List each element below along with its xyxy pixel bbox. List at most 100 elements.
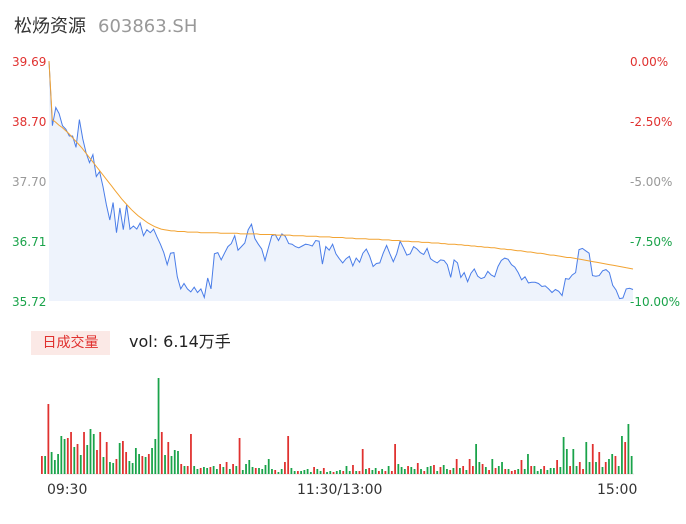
volume-bar (575, 466, 578, 474)
volume-bar (400, 467, 403, 474)
volume-bar (60, 436, 63, 474)
volume-bar (212, 466, 215, 474)
volume-bar (517, 469, 520, 474)
volume-bar (459, 468, 461, 474)
volume-bar (387, 466, 390, 474)
volume-bar (588, 462, 591, 474)
volume-bar (183, 466, 186, 474)
volume-bar (193, 466, 196, 474)
volume-bar (300, 471, 303, 474)
volume-bar (180, 464, 183, 474)
volume-bar (429, 466, 432, 474)
volume-bar (507, 469, 510, 474)
volume-bar (322, 468, 325, 474)
volume-bar (455, 459, 458, 474)
volume-bar (510, 471, 513, 474)
volume-bar (235, 466, 238, 474)
volume-bar (222, 467, 225, 474)
volume-bar (378, 471, 380, 474)
volume-bar (147, 454, 150, 474)
volume-bar (326, 472, 328, 474)
volume-bar (248, 460, 251, 474)
volume-bar (614, 456, 617, 474)
volume-bar (287, 436, 290, 474)
volume-bar (565, 449, 568, 474)
volume-bar (397, 464, 400, 474)
y-tick-left-4: 35.72 (12, 295, 46, 309)
volume-bar (345, 466, 348, 474)
volume-bar (410, 467, 413, 474)
volume-bar (50, 452, 53, 474)
volume-bar (403, 469, 406, 474)
volume-bar (306, 469, 309, 474)
volume-bar (154, 439, 157, 474)
volume-bar (89, 429, 92, 474)
volume-bar (96, 450, 98, 474)
volume-bar (277, 472, 280, 474)
volume-bar (164, 455, 166, 474)
volume-bar (630, 456, 633, 474)
volume-bar (604, 462, 607, 474)
y-tick-left-2: 37.70 (12, 175, 46, 189)
volume-bar (598, 452, 601, 474)
volume-bar (79, 455, 82, 474)
volume-bar (501, 462, 503, 474)
y-tick-right-4: -10.00% (630, 295, 680, 309)
volume-bar (446, 469, 448, 474)
volume-bar (481, 464, 484, 474)
volume-bar (533, 466, 536, 474)
volume-bar (497, 466, 500, 474)
volume-bar (112, 463, 115, 474)
volume-bar (585, 442, 588, 474)
volume-bar (303, 470, 306, 474)
volume-bar (316, 469, 319, 474)
volume-bar (394, 444, 396, 474)
volume-bar (617, 466, 620, 474)
volume-bar (339, 470, 341, 474)
volume-bar (258, 468, 260, 474)
volume-bar (413, 469, 416, 474)
volume-bar (520, 460, 523, 474)
y-tick-left-0: 39.69 (12, 55, 46, 69)
volume-bar (209, 467, 212, 474)
volume-bar (572, 449, 575, 474)
volume-bar (47, 404, 50, 474)
volume-bar (254, 468, 257, 474)
volume-bar (358, 471, 361, 474)
volume-bar (523, 469, 526, 474)
volume-bar (416, 463, 419, 474)
volume-bar (271, 469, 273, 474)
volume-bar (504, 469, 507, 474)
x-tick-0: 09:30 (47, 482, 87, 498)
volume-bar (439, 467, 442, 474)
volume-bar (540, 469, 542, 474)
volume-bar (611, 454, 614, 474)
volume-bar (186, 466, 189, 474)
volume-bar (342, 471, 345, 474)
volume-bar (245, 464, 247, 474)
volume-bar (426, 467, 429, 474)
price-area (49, 61, 633, 301)
volume-bar (527, 454, 529, 474)
volume-bar (115, 459, 118, 474)
y-tick-right-0: 0.00% (630, 55, 668, 69)
volume-bar (144, 457, 147, 474)
volume-bar (102, 457, 105, 474)
volume-bar (160, 432, 163, 474)
volume-bar (225, 462, 228, 474)
volume-bar (105, 442, 108, 474)
volume-bar (578, 462, 581, 474)
volume-bar (128, 461, 131, 474)
volume-bar (228, 469, 231, 474)
volume-bar (374, 468, 377, 474)
volume-bar (199, 468, 202, 474)
volume-bars (41, 378, 633, 474)
volume-bar (452, 468, 455, 474)
volume-bar (361, 449, 364, 474)
volume-bar (44, 456, 47, 474)
average-price-line (48, 60, 634, 270)
volume-bar (433, 465, 435, 474)
volume-bar (442, 465, 445, 474)
volume-bar (491, 459, 494, 474)
volume-bar (352, 465, 354, 474)
